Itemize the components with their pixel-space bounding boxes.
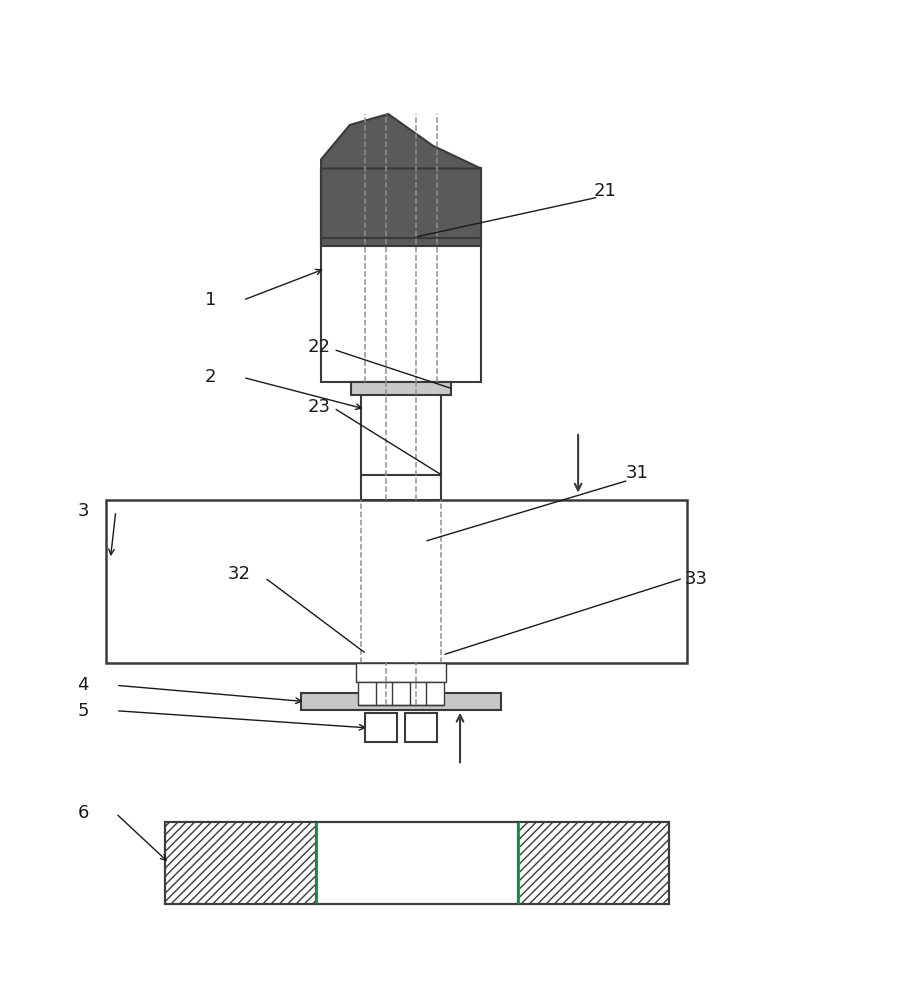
Text: 33: 33 [685,570,708,588]
Text: 5: 5 [77,702,89,720]
Bar [321,168,481,382]
Bar [358,682,445,705]
Bar [316,822,517,904]
Bar [351,382,451,395]
Text: 31: 31 [626,464,649,482]
Bar [517,822,669,904]
Bar [165,822,669,904]
Bar [321,168,481,246]
Bar [355,663,446,682]
Bar [165,822,316,904]
Bar [364,713,397,742]
Text: 4: 4 [77,676,89,694]
Text: 6: 6 [77,804,88,822]
Text: 21: 21 [594,182,617,200]
Text: 3: 3 [77,502,89,520]
Text: 22: 22 [308,338,331,356]
Text: 23: 23 [308,398,331,416]
Bar [361,382,441,500]
Text: 2: 2 [205,368,216,386]
Text: 1: 1 [205,291,216,309]
Polygon shape [321,114,481,168]
Bar [106,500,687,663]
Text: 32: 32 [228,565,251,583]
Bar [302,693,501,710]
Bar [404,713,437,742]
